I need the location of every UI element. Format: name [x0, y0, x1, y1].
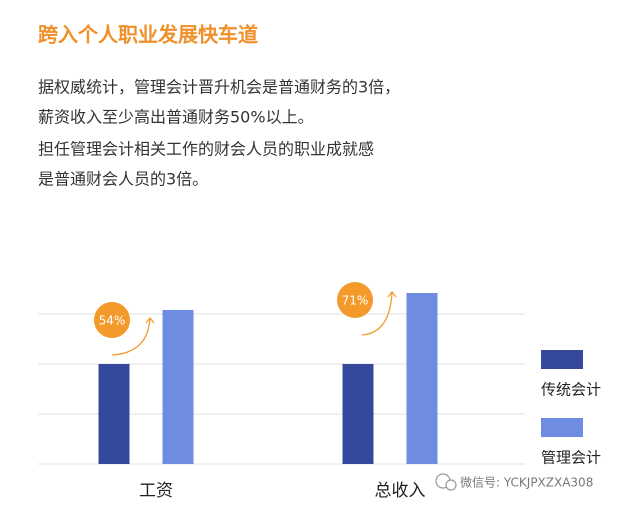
- legend-swatch: [541, 350, 583, 369]
- annotation-badge: [94, 302, 130, 338]
- legend-swatch: [541, 418, 583, 437]
- watermark: 微信号: YCKJPXZXA308: [460, 476, 593, 490]
- title: 跨入个人职业发展快车道: [38, 23, 258, 47]
- bar: [98, 364, 130, 464]
- paragraph-line: 担任管理会计相关工作的财会人员的职业成就感: [38, 140, 374, 159]
- legend-label: 管理会计: [541, 449, 601, 467]
- paragraph-line: 是普通财会人员的3倍。: [38, 170, 208, 189]
- paragraph-line: 据权威统计，管理会计晋升机会是普通财务的3倍，: [38, 78, 400, 97]
- annotation-badge: [337, 282, 373, 318]
- x-tick-label: 工资: [139, 481, 173, 501]
- legend-label: 传统会计: [541, 381, 601, 399]
- watermark-icon: [435, 473, 457, 491]
- annotation-arrowhead: [387, 290, 397, 298]
- paragraph-line: 薪资收入至少高出普通财务50%以上。: [38, 108, 314, 127]
- annotation-label: 54%: [99, 314, 126, 328]
- x-tick-label: 总收入: [375, 481, 426, 501]
- annotation-arrow: [111, 317, 151, 356]
- annotation-arrowhead: [145, 316, 155, 324]
- annotation-arrow: [361, 291, 393, 336]
- annotation-label: 71%: [342, 294, 369, 308]
- bar: [342, 364, 374, 464]
- bar: [162, 310, 194, 464]
- bar: [406, 293, 438, 464]
